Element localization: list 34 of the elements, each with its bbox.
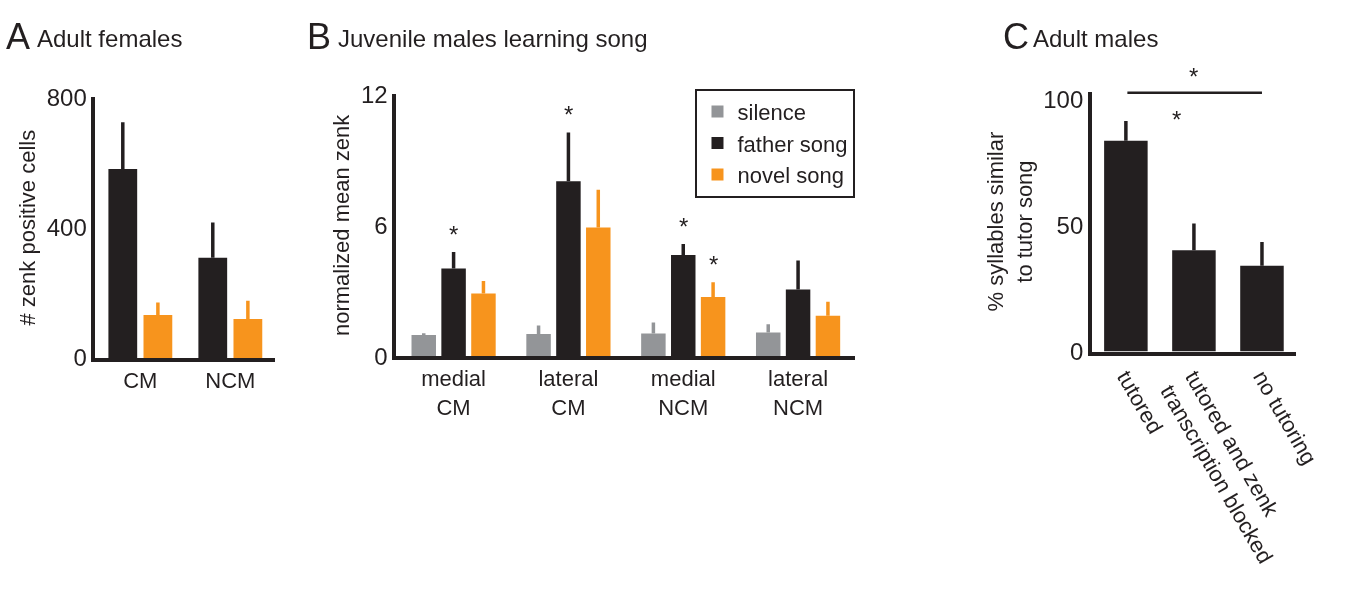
y-tick-label: 400 — [46, 214, 87, 242]
y-axis-title: # zenk positive cells — [15, 129, 41, 326]
y-axis-title: % syllables similar to tutor song — [982, 131, 1037, 312]
annotation: * — [1172, 106, 1182, 133]
annotation: * — [564, 101, 574, 128]
legend-label: novel song — [737, 163, 844, 189]
y-tick-label: 6 — [374, 211, 388, 239]
y-tick-label: 0 — [1069, 337, 1084, 365]
y-tick-label: 800 — [46, 83, 87, 111]
y-axis-title: normalized mean zenk — [329, 113, 355, 337]
x-tick-label: NCM — [205, 368, 256, 394]
y-tick-label: 50 — [1056, 211, 1084, 239]
chart-title: Juvenile males learning song — [338, 25, 648, 52]
text: C — [1003, 16, 1029, 57]
text: A — [6, 16, 31, 57]
x-tick-label: lateral NCM — [768, 366, 829, 420]
y-tick-label: 0 — [73, 344, 87, 372]
y-tick-label: 100 — [1043, 85, 1084, 113]
x-tick-label: medial NCM — [650, 366, 716, 420]
text: * — [1189, 63, 1199, 90]
y-tick-label: 0 — [374, 342, 388, 370]
x-tick-label: lateral CM — [538, 366, 599, 420]
y-tick-label: 12 — [360, 80, 388, 108]
annotation: * — [709, 251, 719, 278]
legend-label: silence — [737, 100, 806, 125]
chart-title: Adult males — [1033, 25, 1159, 52]
x-tick-label: CM — [123, 368, 158, 394]
bar — [411, 335, 436, 357]
chart-title: Adult females — [37, 25, 183, 52]
legend-label: father song — [737, 131, 848, 157]
annotation: * — [449, 221, 459, 248]
text: B — [307, 16, 332, 57]
annotation: * — [679, 213, 689, 240]
x-tick-label: medial CM — [421, 366, 486, 420]
